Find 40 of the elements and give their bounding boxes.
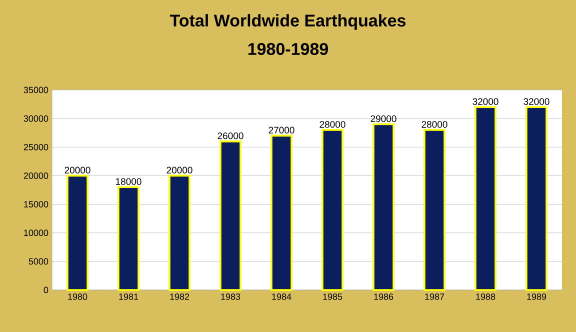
bar (424, 129, 446, 291)
x-tick-label: 1986 (374, 294, 394, 300)
x-tick-label: 1984 (272, 294, 292, 300)
y-tick-label: 20000 (24, 172, 48, 179)
bar (474, 106, 496, 291)
data-label: 29000 (370, 115, 396, 122)
y-tick-label: 5000 (28, 258, 48, 265)
data-label: 20000 (64, 166, 90, 174)
data-label: 18000 (116, 178, 142, 185)
data-label: 26000 (218, 132, 244, 140)
x-tick-label: 1987 (425, 294, 444, 300)
y-tick-label: 35000 (24, 86, 48, 94)
data-label: 32000 (472, 98, 498, 105)
bar (372, 123, 394, 291)
chart-title: Total Worldwide Earthquakes (170, 14, 406, 30)
y-tick-label: 0 (44, 286, 48, 294)
x-tick-label: 1981 (119, 294, 138, 300)
x-tick-label: 1989 (527, 294, 546, 300)
data-label: 28000 (422, 121, 448, 128)
x-tick-label: 1982 (170, 294, 190, 300)
y-tick-label: 15000 (24, 201, 48, 208)
x-tick-label: 1980 (68, 294, 88, 300)
bar (526, 106, 548, 291)
x-tick-label: 1985 (323, 294, 342, 300)
x-tick-label: 1988 (476, 294, 496, 300)
y-tick-label: 10000 (24, 230, 48, 236)
bar (322, 129, 344, 291)
bar (118, 186, 140, 291)
chart-subtitle: 1980-1989 (248, 42, 328, 56)
y-tick-label: 30000 (24, 115, 48, 122)
data-label: 28000 (320, 121, 346, 128)
y-tick-label: 25000 (24, 144, 48, 150)
x-tick-label: 1983 (221, 294, 240, 300)
bar (220, 140, 242, 291)
data-label: 27000 (268, 126, 294, 134)
bar (168, 174, 190, 291)
data-label: 32000 (524, 98, 550, 105)
bar (270, 134, 292, 291)
data-label: 20000 (166, 166, 192, 174)
bar (66, 174, 88, 291)
